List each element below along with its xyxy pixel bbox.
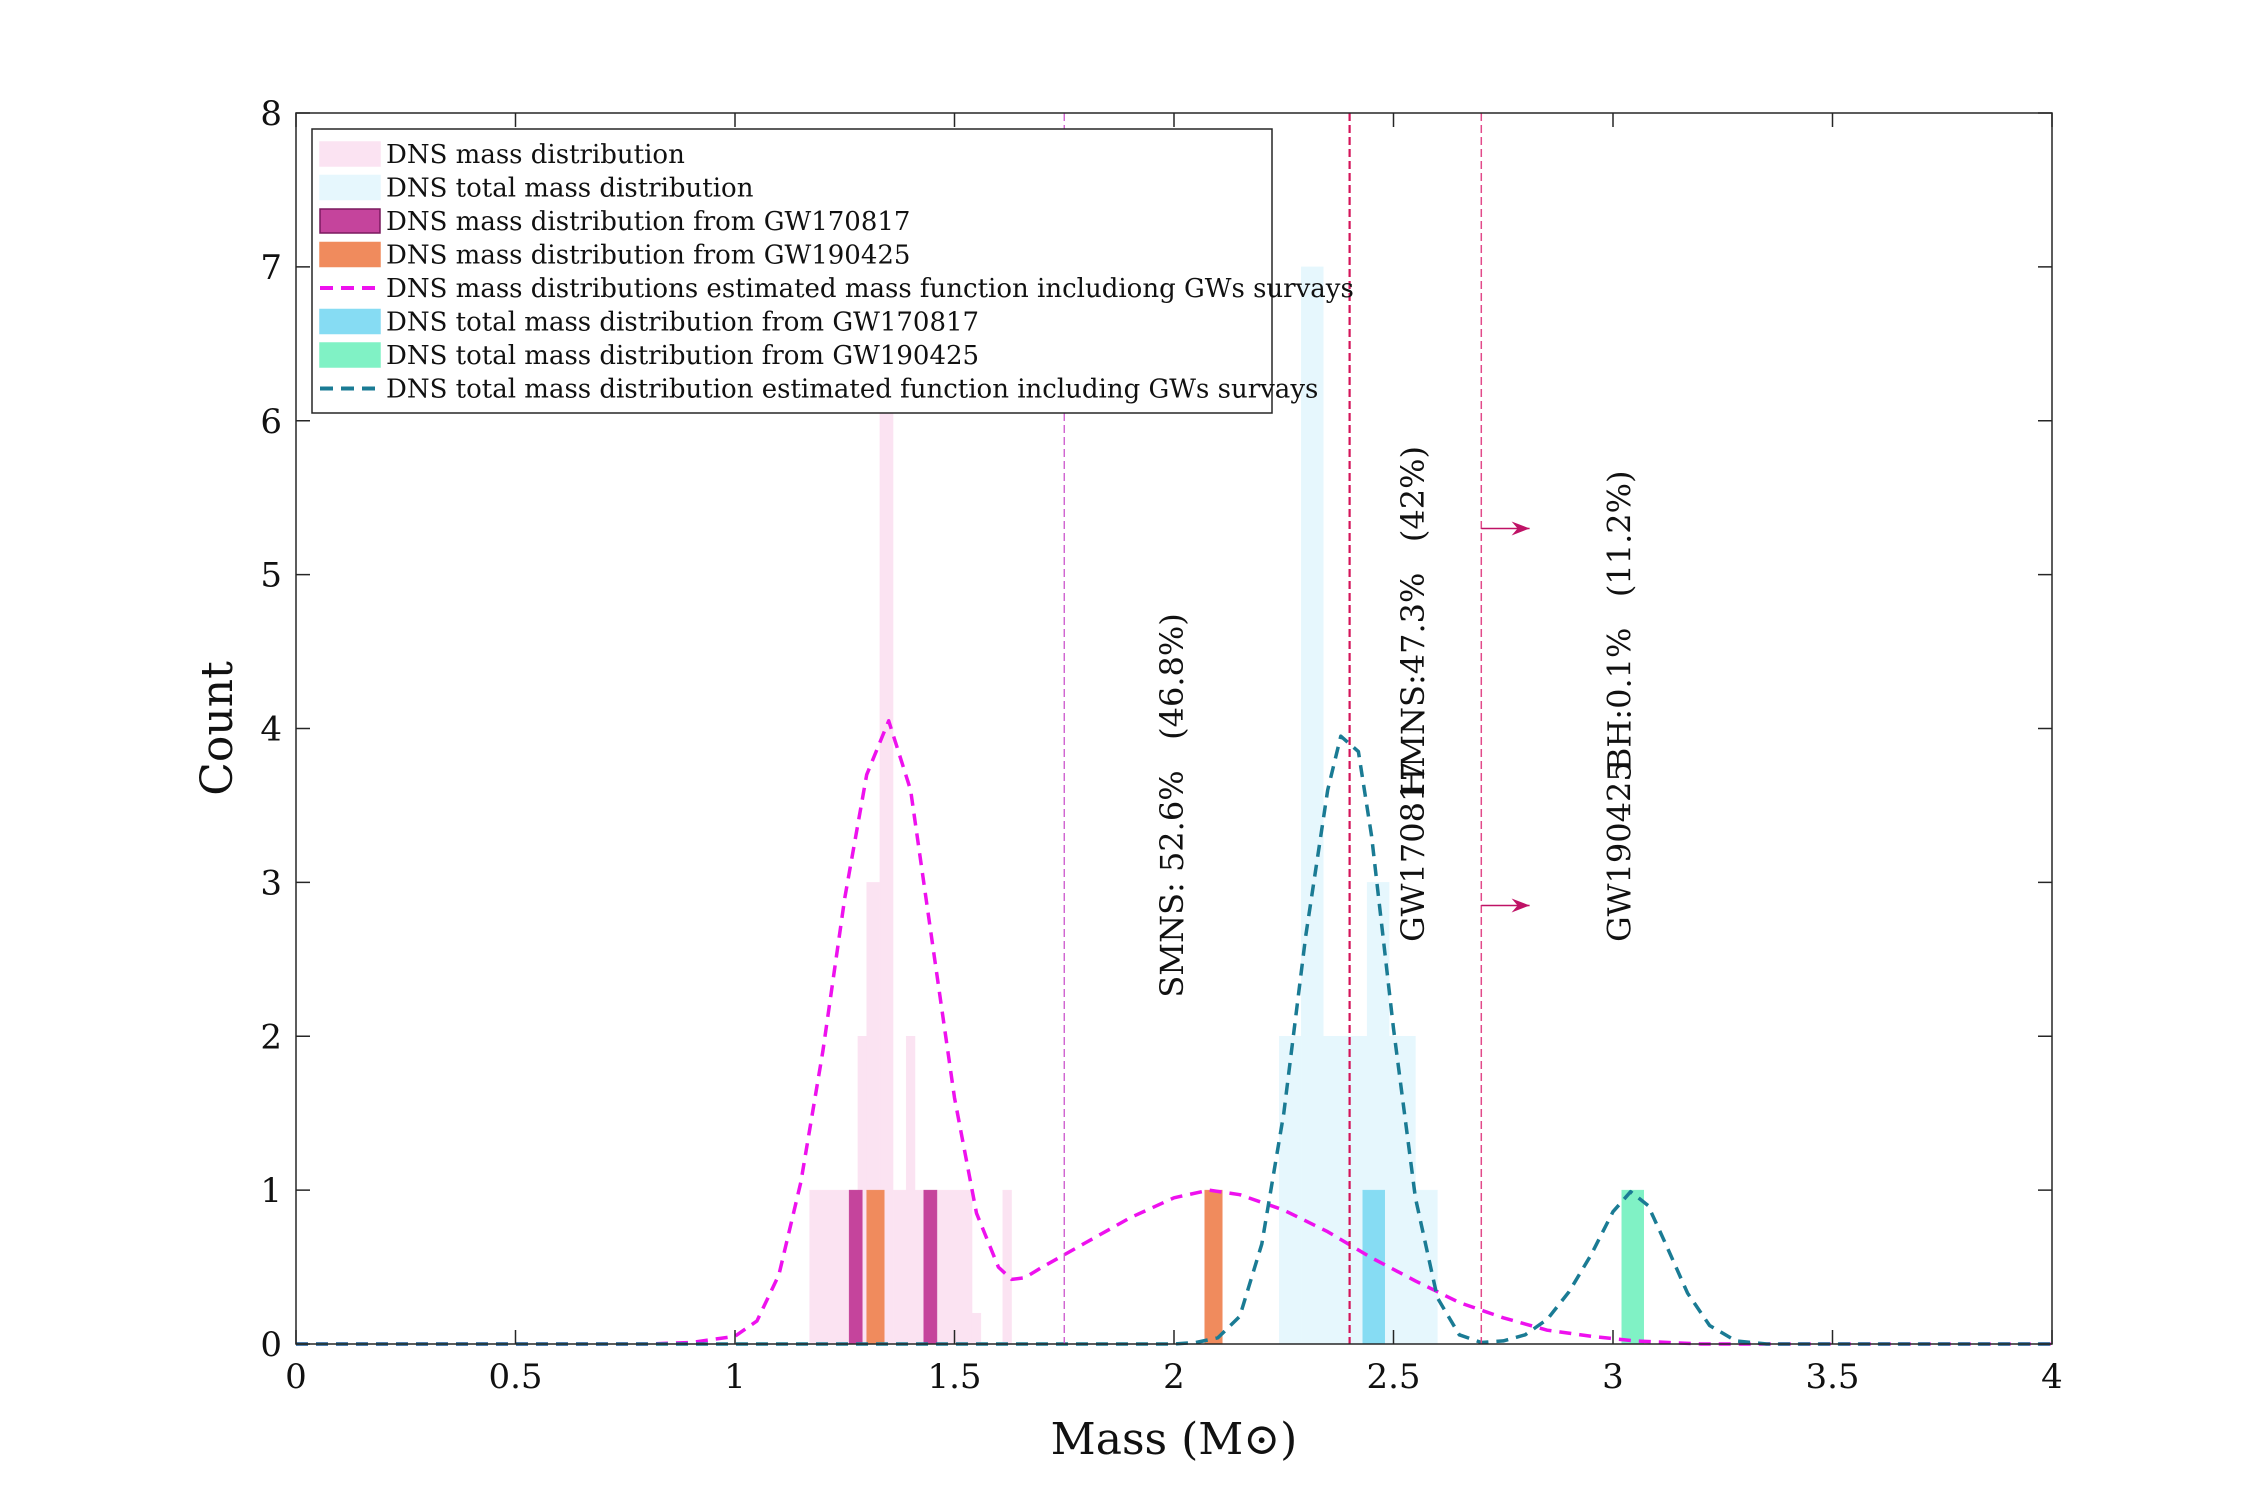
histogram-2	[1279, 266, 1438, 1345]
y-tick-label: 6	[260, 402, 282, 442]
legend-label: DNS total mass distribution from GW19042…	[386, 341, 979, 371]
legend-swatch	[319, 141, 381, 167]
y-axis-label: Count	[192, 661, 243, 796]
legend-swatch	[319, 308, 381, 335]
legend: DNS mass distribution DNS total mass dist…	[311, 128, 1354, 414]
histogram-bars	[809, 266, 1644, 1345]
y-tick-label: 5	[260, 556, 282, 596]
bar	[1204, 1189, 1223, 1345]
bar	[892, 1189, 907, 1345]
arrow-head	[1511, 898, 1530, 913]
legend-label: DNS total mass distribution	[386, 174, 754, 204]
histogram-3	[848, 1189, 938, 1345]
bar	[1323, 1036, 1368, 1345]
legend-label: DNS total mass distribution from GW17081…	[386, 308, 979, 338]
fit-curve-1	[296, 719, 2052, 1346]
histogram-6	[1621, 1189, 1644, 1345]
bar	[1279, 1036, 1302, 1345]
x-tick-label: 3	[1602, 1357, 1624, 1397]
annotation: BH:0.1% (11.2%)	[1601, 470, 1639, 771]
legend-label: DNS mass distributions estimated mass fu…	[386, 274, 1354, 304]
legend-swatch	[319, 174, 381, 201]
bar	[866, 1189, 885, 1345]
bar	[1301, 266, 1324, 1345]
legend-swatch	[319, 342, 381, 368]
axis-ticks: 0 0.5 1 1.5 2 2.5 3 3.5 4 0 1 2 3 4 5 6 7 8	[260, 94, 2062, 1397]
y-tick-label: 2	[260, 1017, 282, 1057]
fitted-curves	[296, 719, 2052, 1346]
x-tick-label: 2.5	[1366, 1357, 1420, 1397]
bar	[1362, 1189, 1385, 1345]
bar	[1002, 1189, 1012, 1345]
y-tick-label: 4	[260, 710, 282, 750]
y-tick-label: 8	[260, 94, 282, 134]
x-axis-label: Mass (M⊙)	[1051, 1414, 1298, 1465]
x-tick-label: 3.5	[1805, 1357, 1859, 1397]
x-tick-label: 2	[1163, 1357, 1185, 1397]
bar	[1388, 1036, 1416, 1345]
x-tick-label: 0.5	[488, 1357, 542, 1397]
annotation: GW170817	[1394, 761, 1432, 942]
y-tick-label: 0	[260, 1325, 282, 1365]
annotation: HMNS:47.3% (42%)	[1394, 446, 1432, 796]
annotation: GW190425	[1601, 761, 1639, 942]
x-tick-label: 0	[285, 1357, 307, 1397]
bar	[971, 1312, 982, 1345]
x-tick-label: 4	[2041, 1357, 2063, 1397]
arrow-head	[1511, 521, 1530, 536]
bar	[923, 1189, 938, 1345]
legend-label: DNS mass distribution	[386, 140, 685, 170]
arrows	[1481, 521, 1530, 913]
legend-label: DNS total mass distribution estimated fu…	[386, 375, 1318, 405]
x-tick-label: 1	[724, 1357, 746, 1397]
bar	[1621, 1189, 1644, 1345]
legend-label: DNS mass distribution from GW190425	[386, 241, 910, 271]
bar	[848, 1189, 863, 1345]
fit-curve-2	[296, 734, 2052, 1346]
legend-swatch	[319, 241, 381, 268]
legend-box	[311, 128, 1273, 414]
y-tick-label: 3	[260, 863, 282, 903]
histogram-4	[866, 1189, 1223, 1345]
y-tick-label: 1	[260, 1171, 282, 1211]
histogram-1	[809, 389, 1012, 1345]
histogram-5	[1362, 1189, 1385, 1345]
annotation: SMNS: 52.6% (46.8%)	[1153, 613, 1191, 997]
y-tick-label: 7	[260, 248, 282, 288]
legend-label: DNS mass distribution from GW170817	[386, 207, 910, 237]
bar	[905, 1036, 916, 1345]
legend-swatch	[319, 208, 381, 234]
x-tick-label: 1.5	[927, 1357, 981, 1397]
